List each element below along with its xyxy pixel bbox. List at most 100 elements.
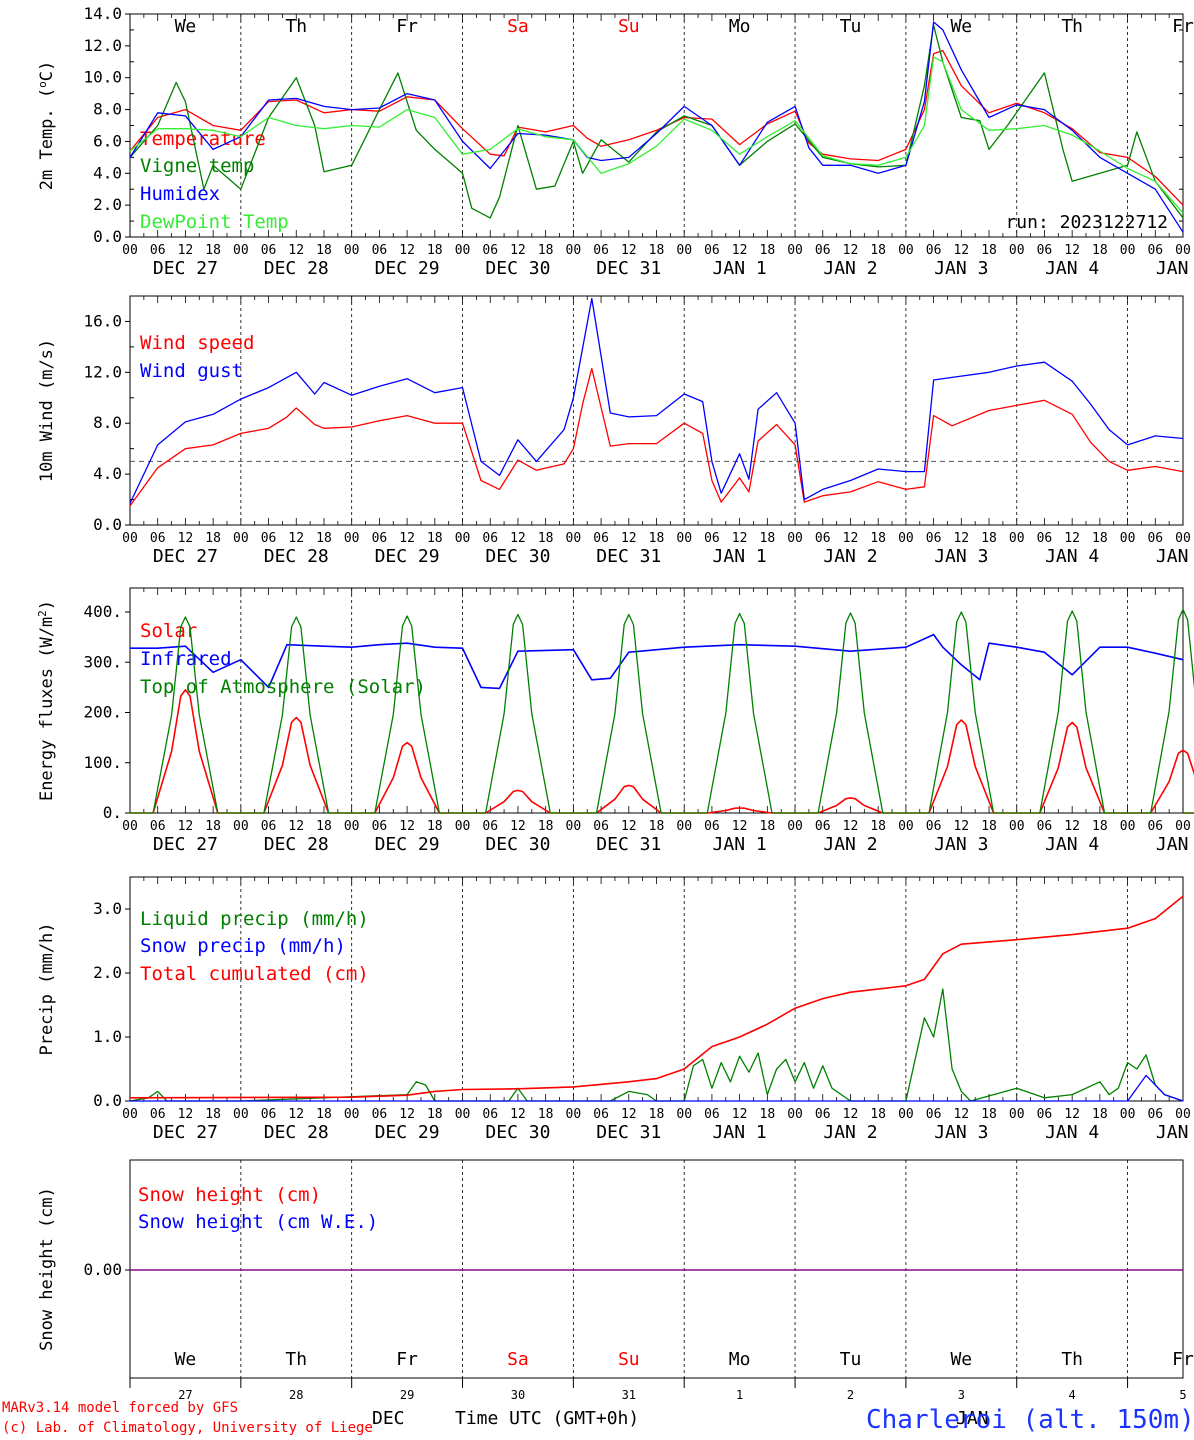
hour-tick-label: 12 xyxy=(1064,243,1080,258)
hour-tick-label: 00 xyxy=(1120,1107,1136,1122)
hour-tick-label: 00 xyxy=(566,1107,582,1122)
day-number: 5 xyxy=(1179,1388,1186,1402)
hour-tick-label: 18 xyxy=(316,819,332,834)
hour-tick-label: 00 xyxy=(344,243,360,258)
legend-total-cumulated-cm-: Total cumulated (cm) xyxy=(140,963,369,985)
hour-tick-label: 06 xyxy=(926,531,942,546)
hour-tick-label: 06 xyxy=(261,819,277,834)
day-label: DEC 28 xyxy=(264,834,329,855)
hour-tick-label: 12 xyxy=(288,531,304,546)
hour-tick-label: 00 xyxy=(344,531,360,546)
hour-tick-label: 06 xyxy=(704,819,720,834)
hour-tick-label: 06 xyxy=(1147,243,1163,258)
hour-tick-label: 00 xyxy=(1175,531,1191,546)
hour-tick-label: 00 xyxy=(898,531,914,546)
hour-tick-label: 00 xyxy=(676,531,692,546)
legend-liquid-precip-mm-h-: Liquid precip (mm/h) xyxy=(140,908,369,930)
weekday-label: Fr xyxy=(396,16,418,37)
legend-humidex: Humidex xyxy=(140,183,220,205)
series-line-wind-speed xyxy=(129,367,1184,507)
hour-tick-label: 12 xyxy=(288,1107,304,1122)
hour-tick-label: 00 xyxy=(787,819,803,834)
hour-tick-label: 12 xyxy=(399,531,415,546)
day-number: 1 xyxy=(736,1388,743,1402)
day-label: DEC 31 xyxy=(596,834,661,855)
y-tick-label: 2.0 xyxy=(93,195,122,214)
legend-snow-precip-mm-h-: Snow precip (mm/h) xyxy=(140,935,346,957)
hour-tick-label: 18 xyxy=(538,243,554,258)
day-number: 29 xyxy=(400,1388,414,1402)
hour-tick-label: 12 xyxy=(621,531,637,546)
hour-tick-label: 12 xyxy=(732,819,748,834)
day-label: JAN 2 xyxy=(823,1122,877,1143)
y-axis-title: 2m Temp. (oC) xyxy=(36,61,58,190)
hour-tick-label: 18 xyxy=(205,1107,221,1122)
hour-tick-label: 06 xyxy=(150,531,166,546)
day-label: JAN 1 xyxy=(713,546,767,567)
hour-tick-label: 00 xyxy=(898,243,914,258)
hour-tick-label: 12 xyxy=(288,819,304,834)
hour-tick-label: 00 xyxy=(455,1107,471,1122)
day-label: DEC 28 xyxy=(264,258,329,279)
hour-tick-label: 00 xyxy=(676,819,692,834)
hour-tick-label: 00 xyxy=(1175,243,1191,258)
hour-tick-label: 18 xyxy=(538,531,554,546)
y-tick-label: 100. xyxy=(83,753,122,772)
weekday-label: Mo xyxy=(729,1349,751,1370)
hour-tick-label: 00 xyxy=(898,1107,914,1122)
weekday-label: Fr xyxy=(1172,1349,1194,1370)
day-label: DEC 31 xyxy=(596,546,661,567)
y-tick-label: 400. xyxy=(83,602,122,621)
hour-tick-label: 12 xyxy=(399,819,415,834)
day-number: 30 xyxy=(511,1388,525,1402)
hour-tick-label: 00 xyxy=(122,1107,138,1122)
lab-credit: (c) Lab. of Climatology, University of L… xyxy=(2,1420,373,1436)
hour-tick-label: 18 xyxy=(1092,1107,1108,1122)
y-tick-label: 14.0 xyxy=(83,4,122,23)
y-axis-title: Snow height (cm) xyxy=(37,1187,57,1351)
hour-tick-label: 00 xyxy=(566,531,582,546)
day-label: JAN 1 xyxy=(713,1122,767,1143)
month-label-jan: JAN xyxy=(956,1408,989,1429)
y-axis-title: 10m Wind (m/s) xyxy=(37,339,57,482)
day-label: JAN 4 xyxy=(1045,546,1099,567)
day-label: DEC 30 xyxy=(485,1122,550,1143)
hour-tick-label: 06 xyxy=(1147,531,1163,546)
hour-tick-label: 06 xyxy=(1037,531,1053,546)
hour-tick-label: 18 xyxy=(316,1107,332,1122)
hour-tick-label: 18 xyxy=(981,1107,997,1122)
hour-tick-label: 18 xyxy=(205,819,221,834)
hour-tick-label: 06 xyxy=(261,531,277,546)
hour-tick-label: 12 xyxy=(732,243,748,258)
hour-tick-label: 00 xyxy=(455,243,471,258)
legend-dewpoint-temp: DewPoint Temp xyxy=(140,211,289,233)
y-tick-label: 2.0 xyxy=(93,963,122,982)
hour-tick-label: 18 xyxy=(1092,243,1108,258)
legend-wind-gust: Wind gust xyxy=(140,360,243,382)
series-line-infrared xyxy=(130,633,1184,690)
hour-tick-label: 00 xyxy=(898,819,914,834)
day-label: DEC 28 xyxy=(264,1122,329,1143)
hour-tick-label: 12 xyxy=(732,531,748,546)
hour-tick-label: 00 xyxy=(566,819,582,834)
hour-tick-label: 12 xyxy=(399,1107,415,1122)
hour-tick-label: 06 xyxy=(815,819,831,834)
hour-tick-label: 06 xyxy=(150,1107,166,1122)
legend-snow-height-cm-w-e-: Snow height (cm W.E.) xyxy=(138,1211,378,1233)
hour-tick-label: 00 xyxy=(122,819,138,834)
weekday-label: Fr xyxy=(396,1349,418,1370)
weekday-label: Tu xyxy=(840,1349,862,1370)
weekday-label: We xyxy=(950,16,972,37)
hour-tick-label: 06 xyxy=(482,1107,498,1122)
hour-tick-label: 18 xyxy=(760,819,776,834)
hour-tick-label: 12 xyxy=(953,819,969,834)
hour-tick-label: 18 xyxy=(981,819,997,834)
hour-tick-label: 00 xyxy=(1009,1107,1025,1122)
hour-tick-label: 00 xyxy=(233,1107,249,1122)
day-label: JAN 4 xyxy=(1045,1122,1099,1143)
weekday-label: Th xyxy=(285,16,307,37)
day-number: 4 xyxy=(1069,1388,1076,1402)
hour-tick-label: 12 xyxy=(178,1107,194,1122)
weekday-label: We xyxy=(175,16,197,37)
weekday-label: Sa xyxy=(507,1349,529,1370)
